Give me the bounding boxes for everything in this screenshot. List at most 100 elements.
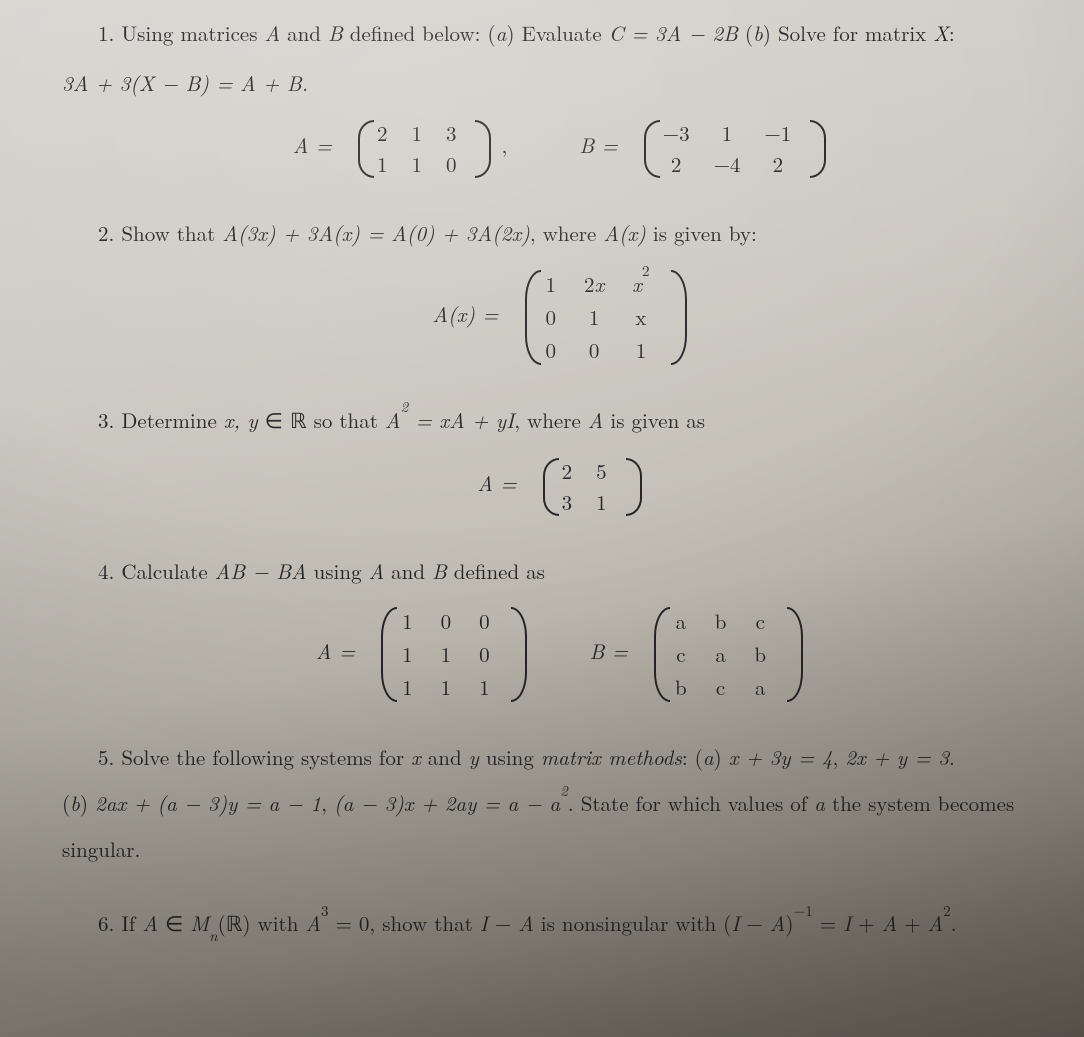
x: x — [632, 269, 642, 299]
matrix-A: 2531 — [536, 456, 633, 518]
txt: Solve the following systems for — [121, 742, 411, 772]
txt: Determine — [121, 405, 223, 435]
A-equals: A = — [293, 130, 332, 160]
sym-B: B — [328, 18, 343, 48]
sup3: 3 — [321, 900, 329, 921]
txt: ) Solve for matrix — [763, 18, 933, 48]
A: A — [928, 908, 944, 938]
sup2: 2 — [642, 260, 650, 281]
txt: Using matrices — [121, 18, 264, 48]
txt: Calculate — [121, 556, 214, 586]
txt: ) — [714, 742, 729, 772]
matrix-A: 100110111 — [374, 605, 518, 704]
txt: defined as — [447, 556, 545, 586]
comma: , — [321, 788, 334, 818]
paren: ( — [218, 908, 226, 938]
part-b: b — [753, 18, 763, 48]
problem-3-text: 3. Determine x, y ∈ ℝ so that A2 = xA + … — [62, 401, 1048, 442]
sym-X: X — [933, 18, 949, 48]
txt: using — [479, 742, 541, 772]
sym-Ax: A(x) — [603, 218, 646, 248]
txt: If — [121, 908, 142, 938]
x: x — [618, 301, 663, 334]
A: A — [385, 405, 401, 435]
comma: , — [832, 742, 845, 772]
and: and — [384, 556, 432, 586]
eqB1: 2ax + (a − 3)y = a − 1 — [95, 788, 321, 818]
matrix-Ax: 12xx2 01x 001 — [518, 268, 678, 367]
sup2: 2 — [943, 900, 951, 921]
eq0: = 0 — [329, 908, 370, 938]
txt: , where — [530, 218, 604, 248]
plus: + — [897, 908, 927, 938]
problem-1-eqline: 3A + 3(X − B) = A + B. — [62, 64, 1048, 104]
A-equals: A = — [316, 636, 355, 666]
problem-2-number: 2. — [98, 218, 114, 248]
txt: using — [307, 556, 369, 586]
eqB2: (a − 3)x + 2ay = a − a2 — [334, 788, 568, 818]
problem-6-text: 6. If A ∈ Mn(ℝ) with A3 = 0, show that I… — [62, 904, 1048, 945]
problem-4-number: 4. — [98, 556, 114, 586]
comma: , — [501, 130, 507, 160]
and: and — [421, 742, 469, 772]
A2eq: A2 = xA + yI — [385, 405, 514, 435]
I: I — [480, 908, 488, 938]
txt: , where — [514, 405, 588, 435]
problem-1-number: 1. — [98, 18, 114, 48]
problem-6-number: 6. — [98, 908, 114, 938]
in: ∈ — [258, 405, 290, 435]
txt: , show that — [369, 908, 479, 938]
a: a — [814, 788, 825, 818]
matrix-Ax-table: 12xx2 01x 001 — [532, 268, 664, 367]
txt: : — [949, 18, 955, 48]
x: x — [595, 269, 605, 299]
R: ℝ — [290, 409, 307, 433]
txt: ( — [62, 788, 70, 818]
matrix-methods: matrix methods — [541, 742, 682, 772]
sym-A: A — [588, 405, 604, 435]
problem-4: 4. Calculate AB − BA using A and B defin… — [62, 552, 1048, 705]
dot: . — [949, 742, 955, 772]
txt: is nonsingular with — [534, 908, 723, 938]
problem-2-matrix-row: A(x) = 12xx2 01x 001 — [62, 268, 1048, 367]
paren: ) — [242, 908, 250, 938]
identity: A(3x) + 3A(x) = A(0) + 3A(2x) — [222, 218, 530, 248]
txt: : ( — [682, 742, 703, 772]
R: ℝ — [226, 912, 243, 936]
eqA2: 2x + y = 3 — [845, 742, 949, 772]
problem-2-text: 2. Show that A(3x) + 3A(x) = A(0) + 3A(2… — [62, 214, 1048, 254]
problem-1-matrices: A = 213110 , B = −31−12−42 — [62, 118, 1048, 180]
B-equals: B = — [590, 636, 628, 666]
txt: is given as — [603, 405, 705, 435]
M: M — [190, 908, 209, 938]
plus: + — [465, 405, 496, 435]
txt: with — [251, 908, 306, 938]
txt: is given by: — [646, 218, 757, 248]
eq-C: C = 3A − 2B — [609, 18, 738, 48]
A-equals: A = — [477, 468, 516, 498]
problem-1: 1. Using matrices A and B defined below:… — [62, 14, 1048, 180]
problem-3: 3. Determine x, y ∈ ℝ so that A2 = xA + … — [62, 401, 1048, 518]
part-a: a — [703, 742, 714, 772]
matrix-B: abccabbca — [647, 605, 794, 704]
sup-neg1: −1 — [794, 900, 813, 921]
txt: Show that — [121, 218, 222, 248]
problem-6: 6. If A ∈ Mn(ℝ) with A3 = 0, show that I… — [62, 904, 1048, 945]
A: A — [882, 908, 898, 938]
problem-5-line2: (b) 2ax + (a − 3)y = a − 1, (a − 3)x + 2… — [62, 784, 1048, 824]
ABminusBA: AB − BA — [215, 556, 307, 586]
xy: x, y — [224, 405, 258, 435]
problem-5-line1: 5. Solve the following systems for x and… — [62, 738, 1048, 778]
problem-1-text: 1. Using matrices A and B defined below:… — [62, 14, 1048, 54]
problem-5-number: 5. — [98, 742, 114, 772]
txt: ( — [738, 18, 753, 48]
A: A — [305, 908, 321, 938]
problem-4-matrices: A = 100110111 B = abccabbca — [62, 605, 1048, 704]
txt: ) Evaluate — [506, 18, 608, 48]
eq: = — [813, 908, 843, 938]
problem-5-line3: singular. — [62, 830, 1048, 870]
matrix-B: −31−12−42 — [637, 118, 818, 180]
xA: xA — [439, 405, 464, 435]
txt: ) — [80, 788, 95, 818]
A: A — [142, 908, 158, 938]
